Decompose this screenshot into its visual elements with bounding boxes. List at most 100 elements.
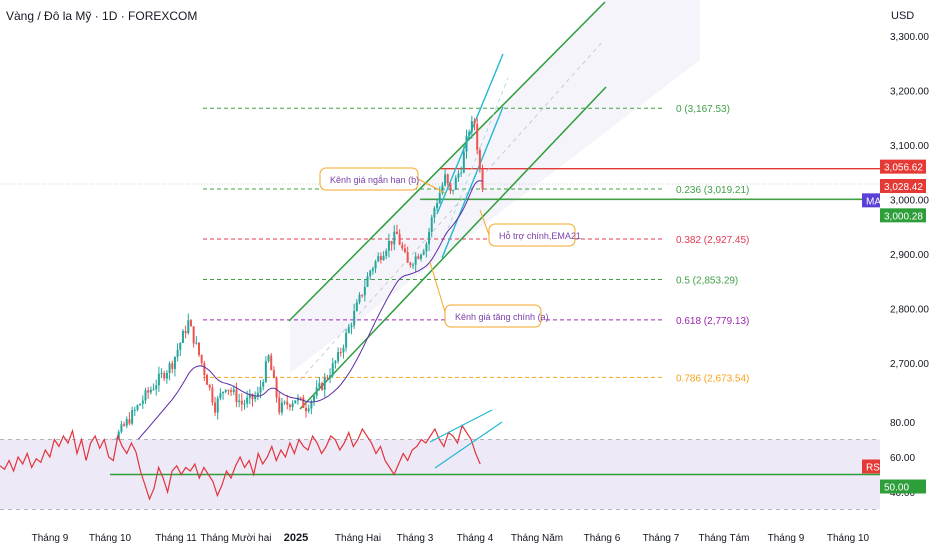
candle-body	[299, 397, 302, 399]
candle-body	[331, 363, 334, 376]
candle-body	[468, 131, 471, 136]
candle-body	[446, 174, 449, 184]
x-tick-label: Tháng Tám	[699, 533, 750, 544]
candle-body	[136, 405, 139, 410]
chart-title: Vàng / Đô la Mỹ · 1D · FOREXCOM	[6, 9, 198, 23]
candle-body	[350, 325, 353, 328]
x-tick-label: 2025	[284, 532, 308, 544]
annotation-short-channel-pointer	[417, 178, 446, 194]
annotations-layer: Kênh giá ngắn hạn (b) Hỗ trợ chính,EMA21 K…	[319, 167, 581, 328]
candle-body	[342, 347, 345, 353]
y-tick-label: 2,800.00	[890, 305, 929, 316]
candle-body	[476, 124, 479, 151]
candle-body	[192, 326, 195, 344]
candle-body	[206, 374, 209, 385]
candle-body	[406, 252, 409, 263]
candle-body	[173, 356, 176, 369]
candle-body	[430, 217, 433, 232]
rsi-layer	[0, 409, 880, 510]
candle-body	[374, 261, 377, 269]
candle-body	[168, 363, 171, 373]
candle-body	[409, 262, 412, 266]
candle-body	[323, 377, 326, 390]
candle-body	[337, 352, 340, 362]
candle-body	[264, 361, 267, 382]
candle-body	[398, 234, 401, 245]
candle-body	[125, 419, 128, 426]
candle-body	[454, 177, 457, 190]
candle-body	[211, 387, 214, 403]
candle-body	[163, 373, 166, 379]
candle-body	[433, 208, 436, 218]
resistance-price-tag-bg	[880, 159, 926, 174]
candle-body	[358, 294, 361, 303]
candle-body	[227, 389, 230, 391]
candle-body	[184, 330, 187, 334]
fib-label: 0.786 (2,673.54)	[676, 373, 749, 384]
candle-body	[428, 231, 431, 245]
x-tick-label: Tháng Hai	[335, 533, 381, 544]
fib-label: 0 (3,167.53)	[676, 104, 730, 115]
candle-body	[133, 409, 136, 411]
x-tick-label: Tháng 7	[643, 533, 680, 544]
fibonacci-layer: 0 (3,167.53) 0.236 (3,019.21) 0.382 (2,927…	[0, 104, 880, 384]
candle-body	[147, 390, 150, 393]
candle-body	[139, 403, 142, 406]
candle-body	[412, 264, 414, 266]
candle-body	[278, 397, 281, 413]
candle-body	[481, 167, 484, 190]
candle-body	[478, 150, 481, 168]
ema-price-tag-bg	[880, 208, 926, 223]
candle-body	[420, 254, 423, 259]
candle-body	[224, 389, 227, 392]
candle-body	[369, 270, 372, 277]
y-tick-label: 3,300.00	[890, 32, 929, 43]
candle-body	[452, 189, 455, 191]
candles-layer	[91, 115, 484, 471]
x-tick-label: Tháng 6	[584, 533, 621, 544]
candle-body	[444, 174, 447, 186]
candle-body	[280, 402, 283, 413]
candle-body	[246, 397, 249, 404]
candle-body	[339, 352, 342, 354]
channels-layer	[288, 1, 607, 410]
candle-body	[438, 193, 441, 204]
rsi-label-tag-bg	[862, 459, 880, 474]
x-tick-label: Tháng 9	[768, 533, 805, 544]
candle-body	[238, 400, 241, 403]
candle-body	[219, 393, 222, 399]
fib-label: 0.236 (3,019.21)	[676, 185, 749, 196]
candle-body	[256, 392, 259, 397]
x-tick-label: Tháng Năm	[511, 533, 563, 544]
ema-label-tag-bg	[862, 193, 880, 208]
ema-label-tag: MA	[866, 196, 881, 207]
candle-body	[313, 395, 316, 402]
fib-label: 0.382 (2,927.45)	[676, 235, 749, 246]
candle-body	[117, 431, 120, 441]
x-tick-label: Tháng 9	[32, 533, 69, 544]
candle-body	[441, 185, 444, 194]
rsi-y-tick-label: 60.00	[890, 453, 915, 464]
candle-body	[251, 393, 254, 400]
fib-label: 0.618 (2,779.13)	[676, 316, 749, 327]
candle-body	[371, 268, 374, 271]
short-channel-lower	[441, 106, 504, 259]
candle-body	[187, 320, 190, 334]
rsi-level-tag-bg	[880, 479, 926, 494]
x-tick-label: Tháng 4	[457, 533, 494, 544]
candle-body	[120, 424, 123, 432]
ema-price-tag: 3,000.28	[884, 211, 923, 222]
candle-body	[181, 330, 184, 343]
candle-body	[401, 244, 404, 249]
candle-body	[305, 407, 307, 412]
candle-body	[321, 383, 324, 390]
x-tick-label: Tháng 11	[155, 533, 197, 544]
rsi-line	[0, 424, 481, 501]
ema21-line	[91, 180, 483, 471]
axis-layer: 3,300.00 3,200.00 3,100.00 3,000.00 2,900.00…	[32, 32, 930, 544]
candle-body	[363, 286, 366, 296]
candle-body	[288, 404, 291, 408]
annotation-ema21-pointer	[479, 209, 490, 236]
candle-body	[275, 377, 278, 398]
